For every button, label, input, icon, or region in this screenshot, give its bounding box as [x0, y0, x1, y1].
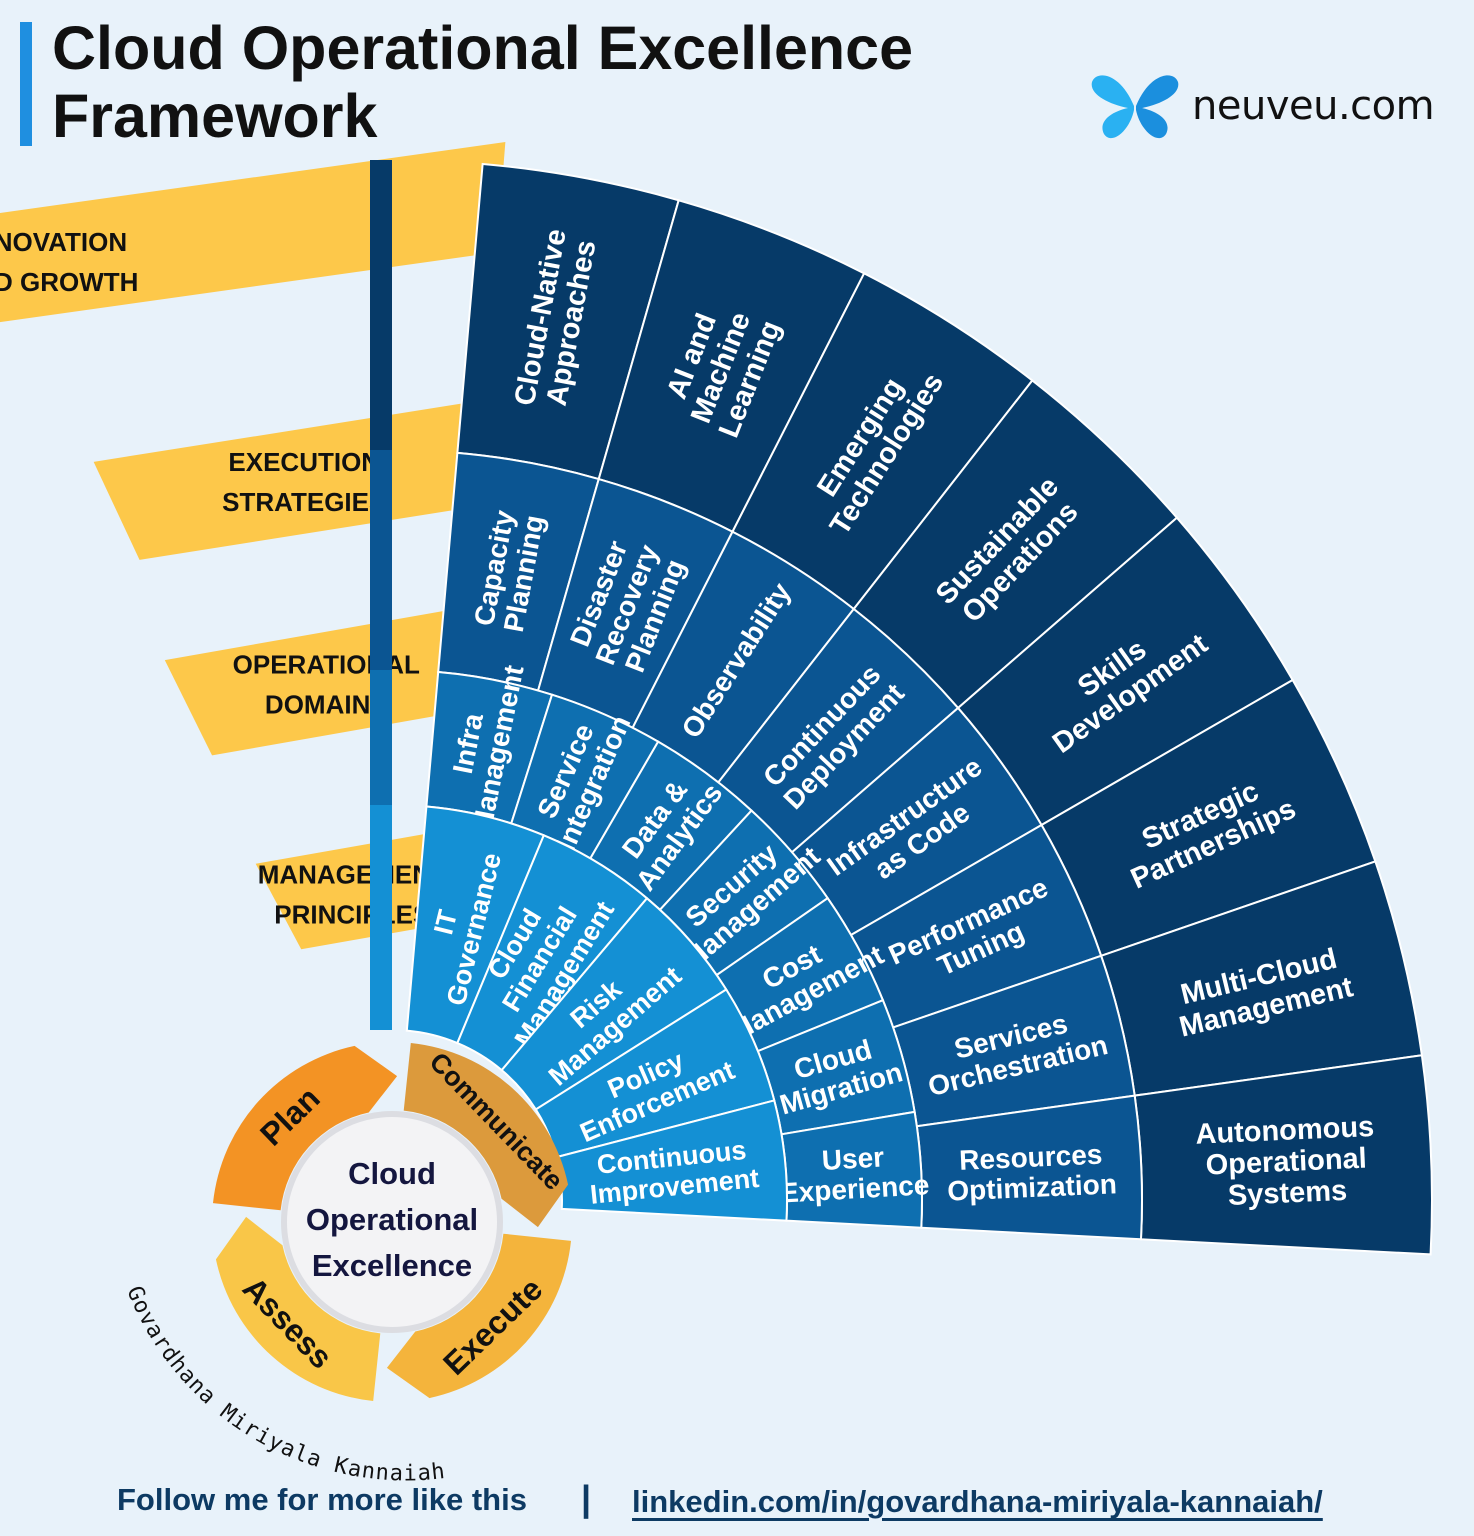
layer-label-innovation-and-growth: INNOVATION AND GROWTH [0, 141, 506, 334]
segment-label: AutonomousOperationalSystems [1195, 1111, 1378, 1213]
footer: Follow me for more like this | linkedin.… [0, 1478, 1474, 1528]
linkedin-link[interactable]: linkedin.com/in/govardhana-miriyala-kann… [632, 1484, 1323, 1519]
segment-services-orchestration[interactable]: ServicesOrchestration [891, 954, 1136, 1128]
layer-label-band [164, 599, 510, 756]
cycle-center-label: Cloud Operational Excellence [306, 1156, 478, 1283]
layer-label-line: MANAGEMENT [258, 859, 447, 889]
cycle-center-line: Excellence [312, 1248, 472, 1283]
segment-label-line: Operational [1205, 1143, 1367, 1182]
layer-extension [370, 160, 392, 450]
footer-separator: | [581, 1478, 592, 1519]
segment-sustainable-operations[interactable]: SustainableOperations [852, 379, 1179, 710]
layer-extension [370, 450, 392, 670]
segment-cloud-migration[interactable]: CloudMigration [756, 998, 916, 1136]
cycle-center [281, 1111, 503, 1333]
segment-label-line: Systems [1227, 1175, 1348, 1212]
layer-label-text: MANAGEMENT PRINCIPLES [258, 859, 447, 929]
segment-label-line: User [821, 1141, 885, 1176]
segment-label-line: Optimization [947, 1168, 1118, 1206]
layer-label-line: PRINCIPLES [274, 899, 430, 929]
segment-label: ResourcesOptimization [945, 1138, 1117, 1207]
segment-label-line: Autonomous [1195, 1111, 1375, 1151]
segment-performance-tuning[interactable]: PerformanceTuning [849, 823, 1103, 1029]
layer-label-text: EXECUTION STRATEGIES [222, 447, 386, 517]
cycle-center-line: Operational [306, 1202, 478, 1237]
segment-autonomous-operational-systems[interactable]: AutonomousOperationalSystems [1133, 1054, 1433, 1256]
layer-segments: Cloud-NativeApproaches AI andMachineLearn… [370, 160, 1433, 1256]
cycle-arrow [386, 1233, 572, 1399]
layer-label-text: INNOVATION AND GROWTH [0, 227, 138, 297]
segment-capacity-planning[interactable]: CapacityPlanning [437, 451, 600, 692]
cycle-arrow [215, 1216, 381, 1402]
cycle-arrow [403, 1042, 569, 1228]
segment-service-integration[interactable]: ServiceIntegration [509, 693, 660, 860]
segment-multi-cloud-management[interactable]: Multi-CloudManagement [1099, 860, 1424, 1097]
page-title: Cloud Operational Excellence Framework [52, 14, 913, 150]
segment-cloud-native-approaches[interactable]: Cloud-NativeApproaches [456, 162, 680, 481]
cycle-arrow [212, 1045, 398, 1211]
cycle-center-line: Cloud [348, 1156, 436, 1191]
layer-label-line: AND GROWTH [0, 267, 138, 297]
follow-text: Follow me for more like this [117, 1482, 527, 1517]
layer-label-band [0, 141, 506, 334]
layer-label-execution-strategies: EXECUTION STRATEGIES [93, 391, 539, 560]
segment-ai-and-machine-learning[interactable]: AI andMachineLearning [597, 199, 866, 534]
title-accent-bar [20, 22, 32, 146]
segment-label-line: Resources [959, 1139, 1103, 1176]
segment-disaster-recovery-planning[interactable]: DisasterRecoveryPlanning [536, 477, 734, 730]
brand-name: neuveu.com [1192, 83, 1435, 129]
page-title-line-2: Framework [52, 82, 378, 150]
butterfly-icon [1091, 75, 1179, 139]
layer-extension [370, 805, 392, 1030]
segment-observability[interactable]: Observability [631, 530, 856, 784]
layer-label-line: EXECUTION [228, 447, 380, 477]
brand-logo[interactable]: neuveu.com [1090, 70, 1435, 142]
segment-resources-optimization[interactable]: ResourcesOptimization [915, 1094, 1143, 1241]
page-title-line-1: Cloud Operational Excellence [52, 14, 914, 82]
layer-label-line: STRATEGIES [222, 487, 386, 517]
layer-extension [370, 670, 392, 805]
layer-label-line: INNOVATION [0, 227, 127, 257]
segment-continuous-improvement[interactable]: ContinuousImprovement [555, 1099, 788, 1222]
layer-label-band [93, 391, 539, 560]
segment-user-experience[interactable]: UserExperience [777, 1110, 930, 1229]
layer-label-line: DOMAINS [265, 689, 388, 719]
segment-skills-development[interactable]: SkillsDevelopment [956, 516, 1295, 827]
